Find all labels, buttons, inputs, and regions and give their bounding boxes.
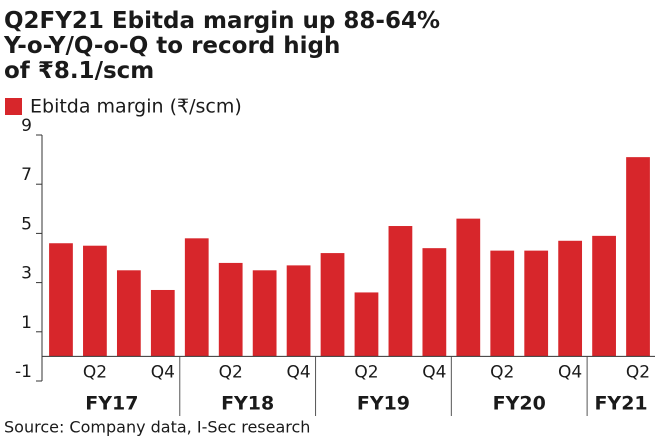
bar — [83, 245, 107, 357]
chart-title: of ₹8.1/scm — [4, 58, 154, 84]
y-tick-label: 9 — [21, 116, 32, 136]
bar — [558, 240, 583, 357]
y-tick-label: 1 — [21, 313, 32, 333]
x-tick-label: Q2 — [626, 362, 650, 382]
y-tick-label: -1 — [15, 362, 32, 382]
bar — [218, 262, 243, 357]
x-tick-label: Q4 — [558, 362, 582, 382]
group-label: FY19 — [357, 393, 410, 415]
x-tick-label: Q2 — [219, 362, 243, 382]
bar — [388, 226, 413, 357]
x-tick-label: Q4 — [151, 362, 175, 382]
bar — [490, 250, 515, 357]
bar — [422, 248, 447, 357]
bar — [116, 270, 141, 357]
bar — [150, 289, 175, 357]
group-label: FY17 — [85, 393, 138, 415]
bar — [524, 250, 549, 357]
x-tick-label: Q4 — [286, 362, 310, 382]
y-tick-label: 5 — [21, 214, 32, 234]
bar — [456, 218, 481, 357]
bar — [592, 235, 616, 357]
bar — [286, 265, 311, 357]
group-label: FY18 — [221, 393, 274, 415]
bar — [354, 292, 379, 357]
bar — [49, 243, 73, 357]
legend-swatch — [5, 98, 22, 115]
x-tick-label: Q4 — [422, 362, 446, 382]
y-tick-label: 7 — [21, 165, 32, 185]
group-label: FY20 — [493, 393, 546, 415]
bar — [184, 238, 209, 357]
legend-label: Ebitda margin (₹/scm) — [30, 96, 242, 118]
chart-title: Q2FY21 Ebitda margin up 88-64% — [4, 8, 440, 34]
bar — [626, 157, 650, 357]
bar — [320, 253, 345, 357]
y-tick-label: 3 — [21, 264, 32, 284]
x-tick-label: Q2 — [490, 362, 514, 382]
chart-title: Y-o-Y/Q-o-Q to record high — [3, 33, 340, 59]
bar — [252, 270, 277, 357]
group-label: FY21 — [594, 393, 647, 415]
x-tick-label: Q2 — [354, 362, 378, 382]
source: Source: Company data, I-Sec research — [4, 418, 310, 437]
x-tick-label: Q2 — [83, 362, 107, 382]
